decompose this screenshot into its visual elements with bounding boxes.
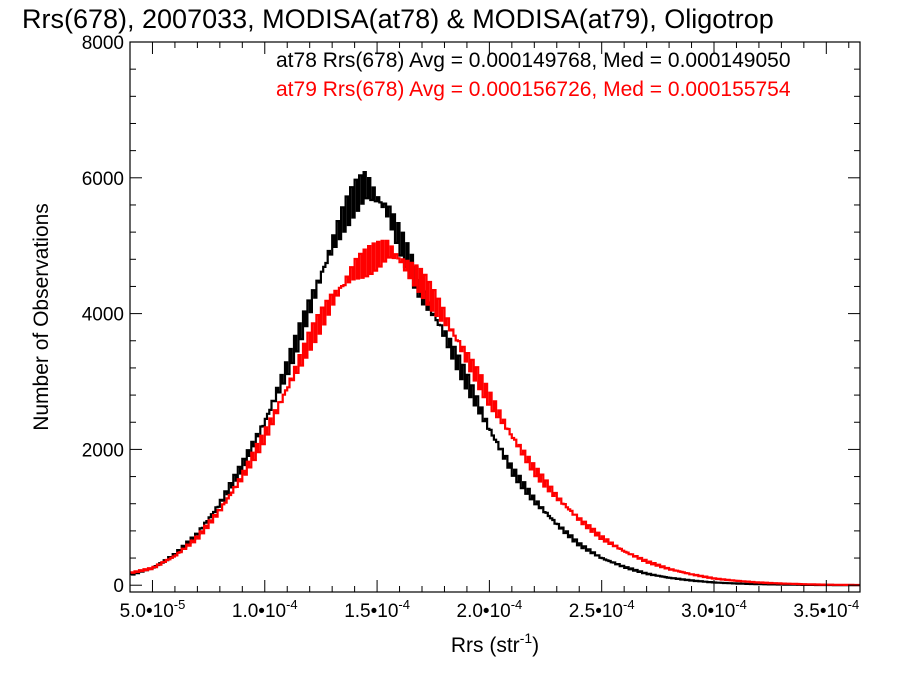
x-tick-label: 2.5•10-4: [569, 597, 635, 622]
x-tick-label: 3.5•10-4: [793, 597, 859, 622]
y-tick-label: 0: [113, 576, 124, 597]
x-axis-title-tail: ): [532, 634, 539, 657]
x-axis-title-main: Rrs (str: [451, 634, 520, 657]
y-axis-title: Number of Observations: [30, 203, 53, 431]
x-tick-label: 3.0•10-4: [681, 597, 747, 622]
series-layer: [130, 171, 860, 587]
tick-label-layer: 0 2000 4000 6000 8000 5.0•10-5 1.0•10-4 1.5•10-…: [82, 33, 859, 622]
x-axis-title-sup: -1: [520, 630, 533, 646]
x-tick-label: 5.0•10-5: [120, 597, 186, 622]
legend-entry-at79: at79 Rrs(678) Avg = 0.000156726, Med = 0…: [276, 78, 791, 101]
x-axis-title: Rrs (str-1): [451, 630, 539, 657]
axes-layer: [129, 41, 861, 593]
y-tick-label: 6000: [82, 169, 124, 190]
x-tick-label: 1.0•10-4: [232, 597, 298, 622]
y-tick-label: 8000: [82, 33, 124, 54]
y-tick-label: 4000: [82, 305, 124, 326]
chart-title: Rrs(678), 2007033, MODISA(at78) & MODISA…: [22, 4, 774, 34]
series-at79-line: [130, 239, 860, 587]
x-tick-label: 1.5•10-4: [344, 597, 410, 622]
x-tick-label: 2.0•10-4: [457, 597, 523, 622]
plot-frame: [129, 41, 861, 593]
legend-entry-at78: at78 Rrs(678) Avg = 0.000149768, Med = 0…: [276, 49, 791, 72]
y-tick-label: 2000: [82, 440, 124, 461]
series-at78-line: [130, 171, 860, 587]
